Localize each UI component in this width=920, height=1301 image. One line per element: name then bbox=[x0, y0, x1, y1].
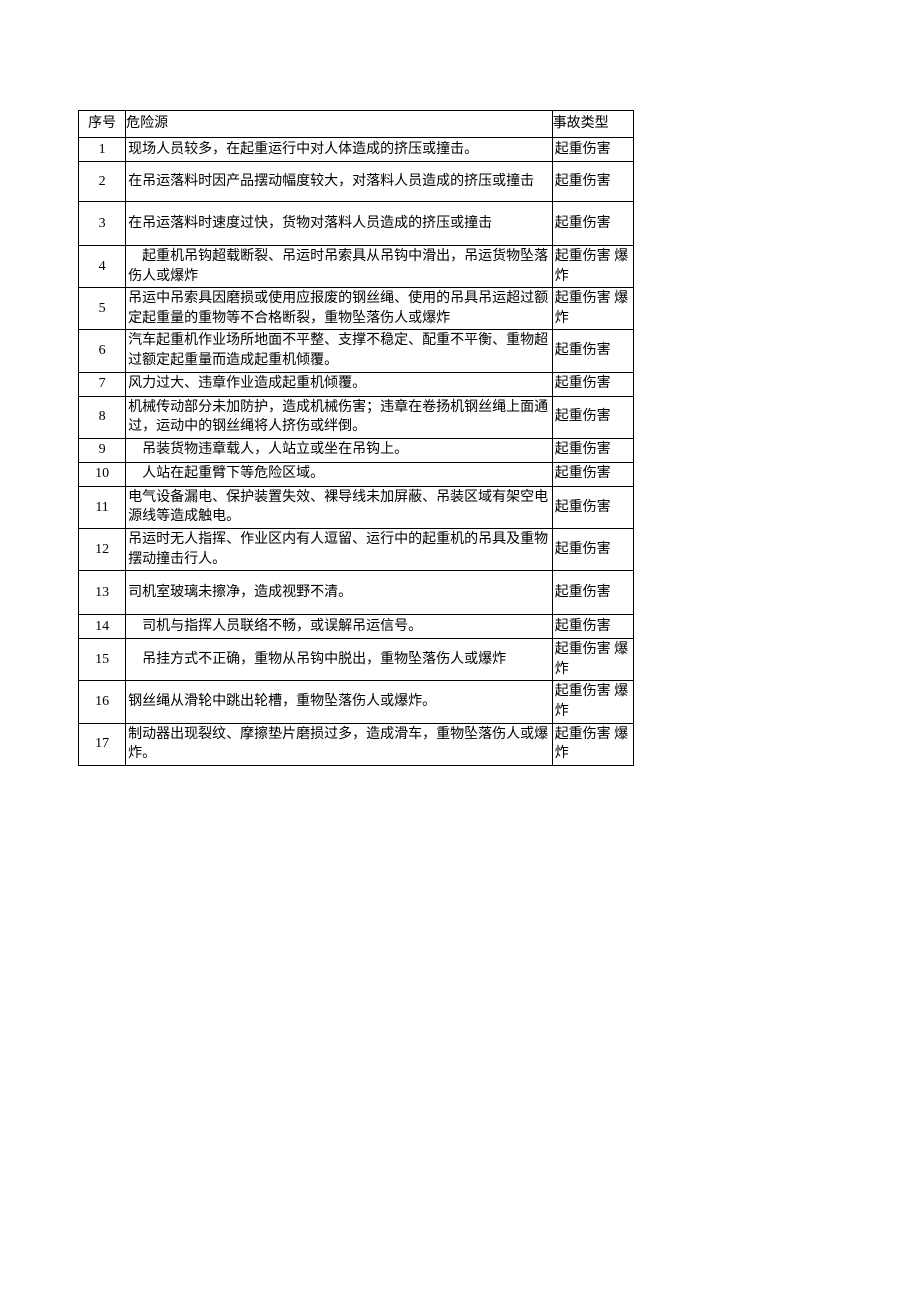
table-row: 10 人站在起重臂下等危险区域。起重伤害 bbox=[79, 462, 634, 486]
cell-seq: 3 bbox=[79, 202, 126, 246]
table-row: 15 吊挂方式不正确，重物从吊钩中脱出，重物坠落伤人或爆炸起重伤害 爆炸 bbox=[79, 639, 634, 681]
cell-type: 起重伤害 bbox=[552, 528, 633, 570]
cell-seq: 9 bbox=[79, 438, 126, 462]
cell-seq: 4 bbox=[79, 246, 126, 288]
cell-hazard: 在吊运落料时因产品摆动幅度较大，对落料人员造成的挤压或撞击 bbox=[126, 162, 553, 202]
cell-hazard: 司机室玻璃未擦净，造成视野不清。 bbox=[126, 571, 553, 615]
cell-hazard: 汽车起重机作业场所地面不平整、支撑不稳定、配重不平衡、重物超过额定起重量而造成起… bbox=[126, 330, 553, 372]
cell-type: 起重伤害 爆炸 bbox=[552, 639, 633, 681]
table-row: 16钢丝绳从滑轮中跳出轮槽，重物坠落伤人或爆炸。起重伤害 爆炸 bbox=[79, 681, 634, 723]
cell-type: 起重伤害 爆炸 bbox=[552, 681, 633, 723]
header-seq: 序号 bbox=[79, 111, 126, 138]
table-row: 6汽车起重机作业场所地面不平整、支撑不稳定、配重不平衡、重物超过额定起重量而造成… bbox=[79, 330, 634, 372]
cell-seq: 11 bbox=[79, 486, 126, 528]
cell-hazard: 起重机吊钩超载断裂、吊运时吊索具从吊钩中滑出，吊运货物坠落伤人或爆炸 bbox=[126, 246, 553, 288]
cell-type: 起重伤害 爆炸 bbox=[552, 246, 633, 288]
cell-seq: 2 bbox=[79, 162, 126, 202]
cell-seq: 13 bbox=[79, 571, 126, 615]
table-row: 1现场人员较多，在起重运行中对人体造成的挤压或撞击。起重伤害 bbox=[79, 138, 634, 162]
table-row: 7风力过大、违章作业造成起重机倾覆。起重伤害 bbox=[79, 372, 634, 396]
cell-type: 起重伤害 bbox=[552, 462, 633, 486]
cell-hazard: 电气设备漏电、保护装置失效、裸导线未加屏蔽、吊装区域有架空电源线等造成触电。 bbox=[126, 486, 553, 528]
cell-type: 起重伤害 bbox=[552, 372, 633, 396]
table-row: 8机械传动部分未加防护，造成机械伤害；违章在卷扬机钢丝绳上面通过，运动中的钢丝绳… bbox=[79, 396, 634, 438]
table-row: 5吊运中吊索具因磨损或使用应报废的钢丝绳、使用的吊具吊运超过额定起重量的重物等不… bbox=[79, 288, 634, 330]
cell-hazard: 制动器出现裂纹、摩擦垫片磨损过多，造成滑车，重物坠落伤人或爆炸。 bbox=[126, 723, 553, 765]
cell-type: 起重伤害 bbox=[552, 615, 633, 639]
header-hazard: 危险源 bbox=[126, 111, 553, 138]
cell-seq: 6 bbox=[79, 330, 126, 372]
cell-seq: 17 bbox=[79, 723, 126, 765]
cell-type: 起重伤害 bbox=[552, 162, 633, 202]
cell-type: 起重伤害 bbox=[552, 330, 633, 372]
cell-hazard: 人站在起重臂下等危险区域。 bbox=[126, 462, 553, 486]
cell-hazard: 司机与指挥人员联络不畅，或误解吊运信号。 bbox=[126, 615, 553, 639]
table-row: 9 吊装货物违章载人，人站立或坐在吊钩上。起重伤害 bbox=[79, 438, 634, 462]
table-row: 11电气设备漏电、保护装置失效、裸导线未加屏蔽、吊装区域有架空电源线等造成触电。… bbox=[79, 486, 634, 528]
cell-seq: 16 bbox=[79, 681, 126, 723]
cell-hazard: 风力过大、违章作业造成起重机倾覆。 bbox=[126, 372, 553, 396]
cell-seq: 8 bbox=[79, 396, 126, 438]
table-row: 17制动器出现裂纹、摩擦垫片磨损过多，造成滑车，重物坠落伤人或爆炸。起重伤害 爆… bbox=[79, 723, 634, 765]
table-row: 14 司机与指挥人员联络不畅，或误解吊运信号。起重伤害 bbox=[79, 615, 634, 639]
cell-seq: 1 bbox=[79, 138, 126, 162]
table-row: 3在吊运落料时速度过快，货物对落料人员造成的挤压或撞击起重伤害 bbox=[79, 202, 634, 246]
cell-hazard: 吊装货物违章载人，人站立或坐在吊钩上。 bbox=[126, 438, 553, 462]
cell-type: 起重伤害 爆炸 bbox=[552, 723, 633, 765]
page-container: 序号 危险源 事故类型 1现场人员较多，在起重运行中对人体造成的挤压或撞击。起重… bbox=[0, 0, 920, 766]
cell-type: 起重伤害 bbox=[552, 202, 633, 246]
cell-type: 起重伤害 bbox=[552, 486, 633, 528]
table-row: 2在吊运落料时因产品摆动幅度较大，对落料人员造成的挤压或撞击起重伤害 bbox=[79, 162, 634, 202]
cell-seq: 10 bbox=[79, 462, 126, 486]
cell-type: 起重伤害 bbox=[552, 138, 633, 162]
cell-type: 起重伤害 爆炸 bbox=[552, 288, 633, 330]
cell-seq: 5 bbox=[79, 288, 126, 330]
cell-type: 起重伤害 bbox=[552, 438, 633, 462]
cell-hazard: 机械传动部分未加防护，造成机械伤害；违章在卷扬机钢丝绳上面通过，运动中的钢丝绳将… bbox=[126, 396, 553, 438]
cell-seq: 7 bbox=[79, 372, 126, 396]
table-row: 12吊运时无人指挥、作业区内有人逗留、运行中的起重机的吊具及重物摆动撞击行人。起… bbox=[79, 528, 634, 570]
cell-hazard: 在吊运落料时速度过快，货物对落料人员造成的挤压或撞击 bbox=[126, 202, 553, 246]
cell-seq: 14 bbox=[79, 615, 126, 639]
table-header: 序号 危险源 事故类型 bbox=[79, 111, 634, 138]
cell-type: 起重伤害 bbox=[552, 571, 633, 615]
cell-seq: 12 bbox=[79, 528, 126, 570]
header-type: 事故类型 bbox=[552, 111, 633, 138]
table-row: 4 起重机吊钩超载断裂、吊运时吊索具从吊钩中滑出，吊运货物坠落伤人或爆炸起重伤害… bbox=[79, 246, 634, 288]
cell-hazard: 现场人员较多，在起重运行中对人体造成的挤压或撞击。 bbox=[126, 138, 553, 162]
cell-hazard: 钢丝绳从滑轮中跳出轮槽，重物坠落伤人或爆炸。 bbox=[126, 681, 553, 723]
cell-seq: 15 bbox=[79, 639, 126, 681]
table-body: 1现场人员较多，在起重运行中对人体造成的挤压或撞击。起重伤害2在吊运落料时因产品… bbox=[79, 138, 634, 766]
table-row: 13司机室玻璃未擦净，造成视野不清。起重伤害 bbox=[79, 571, 634, 615]
header-row: 序号 危险源 事故类型 bbox=[79, 111, 634, 138]
cell-type: 起重伤害 bbox=[552, 396, 633, 438]
cell-hazard: 吊运时无人指挥、作业区内有人逗留、运行中的起重机的吊具及重物摆动撞击行人。 bbox=[126, 528, 553, 570]
cell-hazard: 吊挂方式不正确，重物从吊钩中脱出，重物坠落伤人或爆炸 bbox=[126, 639, 553, 681]
hazard-table: 序号 危险源 事故类型 1现场人员较多，在起重运行中对人体造成的挤压或撞击。起重… bbox=[78, 110, 634, 766]
cell-hazard: 吊运中吊索具因磨损或使用应报废的钢丝绳、使用的吊具吊运超过额定起重量的重物等不合… bbox=[126, 288, 553, 330]
